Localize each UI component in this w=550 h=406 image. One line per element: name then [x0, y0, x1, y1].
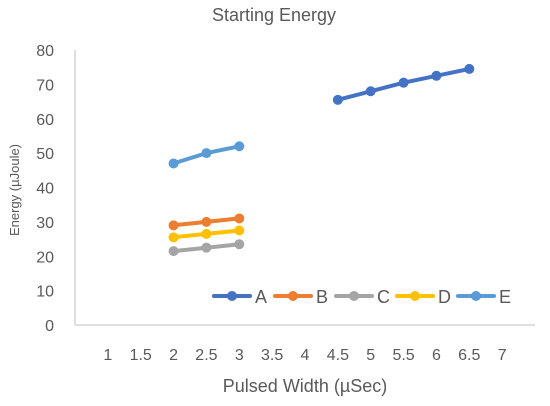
data-point: [398, 77, 409, 88]
data-point: [168, 246, 179, 257]
legend-item-d: D: [395, 287, 451, 307]
legend-item-b: B: [273, 287, 328, 307]
x-tick-label: 1.5: [130, 347, 152, 364]
y-tick-label: 20: [36, 249, 54, 266]
x-tick-label: 2: [169, 347, 178, 364]
data-point: [234, 239, 245, 250]
y-tick-label: 40: [36, 181, 54, 198]
plot-area: [74, 50, 535, 326]
data-point: [464, 63, 475, 74]
data-point: [168, 158, 179, 169]
series-b: [168, 213, 245, 231]
x-tick-label: 6: [432, 347, 441, 364]
x-tick-label: 5.5: [392, 347, 414, 364]
data-point: [365, 86, 376, 97]
y-tick-label: 10: [36, 284, 54, 301]
data-point: [201, 228, 212, 239]
x-axis-label: Pulsed Width (µSec): [223, 376, 387, 396]
series-layer: [168, 63, 475, 257]
x-tick-label: 3.5: [261, 347, 283, 364]
x-tick-label: 4.5: [327, 347, 349, 364]
y-axis-label: Energy (µJoule): [7, 144, 22, 236]
data-point: [201, 216, 212, 227]
legend-item-c: C: [334, 287, 390, 307]
legend-marker: [227, 291, 237, 301]
series-c: [168, 239, 245, 257]
chart-title: Starting Energy: [212, 5, 336, 25]
data-point: [201, 242, 212, 253]
data-point: [201, 148, 212, 159]
x-tick-label: 4: [301, 347, 310, 364]
legend-marker: [349, 291, 359, 301]
data-point: [431, 70, 442, 81]
legend-marker: [471, 291, 481, 301]
x-tick-label: 6.5: [458, 347, 480, 364]
legend-label: A: [255, 287, 267, 307]
series-a: [332, 63, 475, 105]
series-e: [168, 141, 245, 169]
x-tick-label: 5: [366, 347, 375, 364]
legend: A B C D E: [212, 287, 511, 307]
y-tick-label: 50: [36, 146, 54, 163]
legend-marker: [288, 291, 298, 301]
legend-marker: [410, 291, 420, 301]
y-tick-label: 0: [45, 318, 54, 335]
data-point: [234, 213, 245, 224]
legend-item-e: E: [456, 287, 511, 307]
y-tick-label: 70: [36, 77, 54, 94]
x-tick-label: 1: [103, 347, 112, 364]
y-tick-label: 60: [36, 112, 54, 129]
legend-label: C: [377, 287, 390, 307]
x-tick-label: 2.5: [195, 347, 217, 364]
data-point: [332, 94, 343, 105]
legend-label: B: [316, 287, 328, 307]
legend-item-a: A: [212, 287, 267, 307]
data-point: [168, 220, 179, 231]
y-tick-labels: 0 10 20 30 40 50 60 70 80: [36, 43, 54, 335]
legend-label: D: [438, 287, 451, 307]
y-tick-label: 30: [36, 215, 54, 232]
data-point: [168, 232, 179, 243]
legend-label: E: [499, 287, 511, 307]
data-point: [234, 141, 245, 152]
x-tick-label: 7: [498, 347, 507, 364]
x-tick-label: 3: [235, 347, 244, 364]
x-tick-labels: 1 1.5 2 2.5 3 3.5 4 4.5 5 5.5 6 6.5 7: [103, 347, 506, 364]
y-tick-label: 80: [36, 43, 54, 60]
series-d: [168, 225, 245, 243]
data-point: [234, 225, 245, 236]
